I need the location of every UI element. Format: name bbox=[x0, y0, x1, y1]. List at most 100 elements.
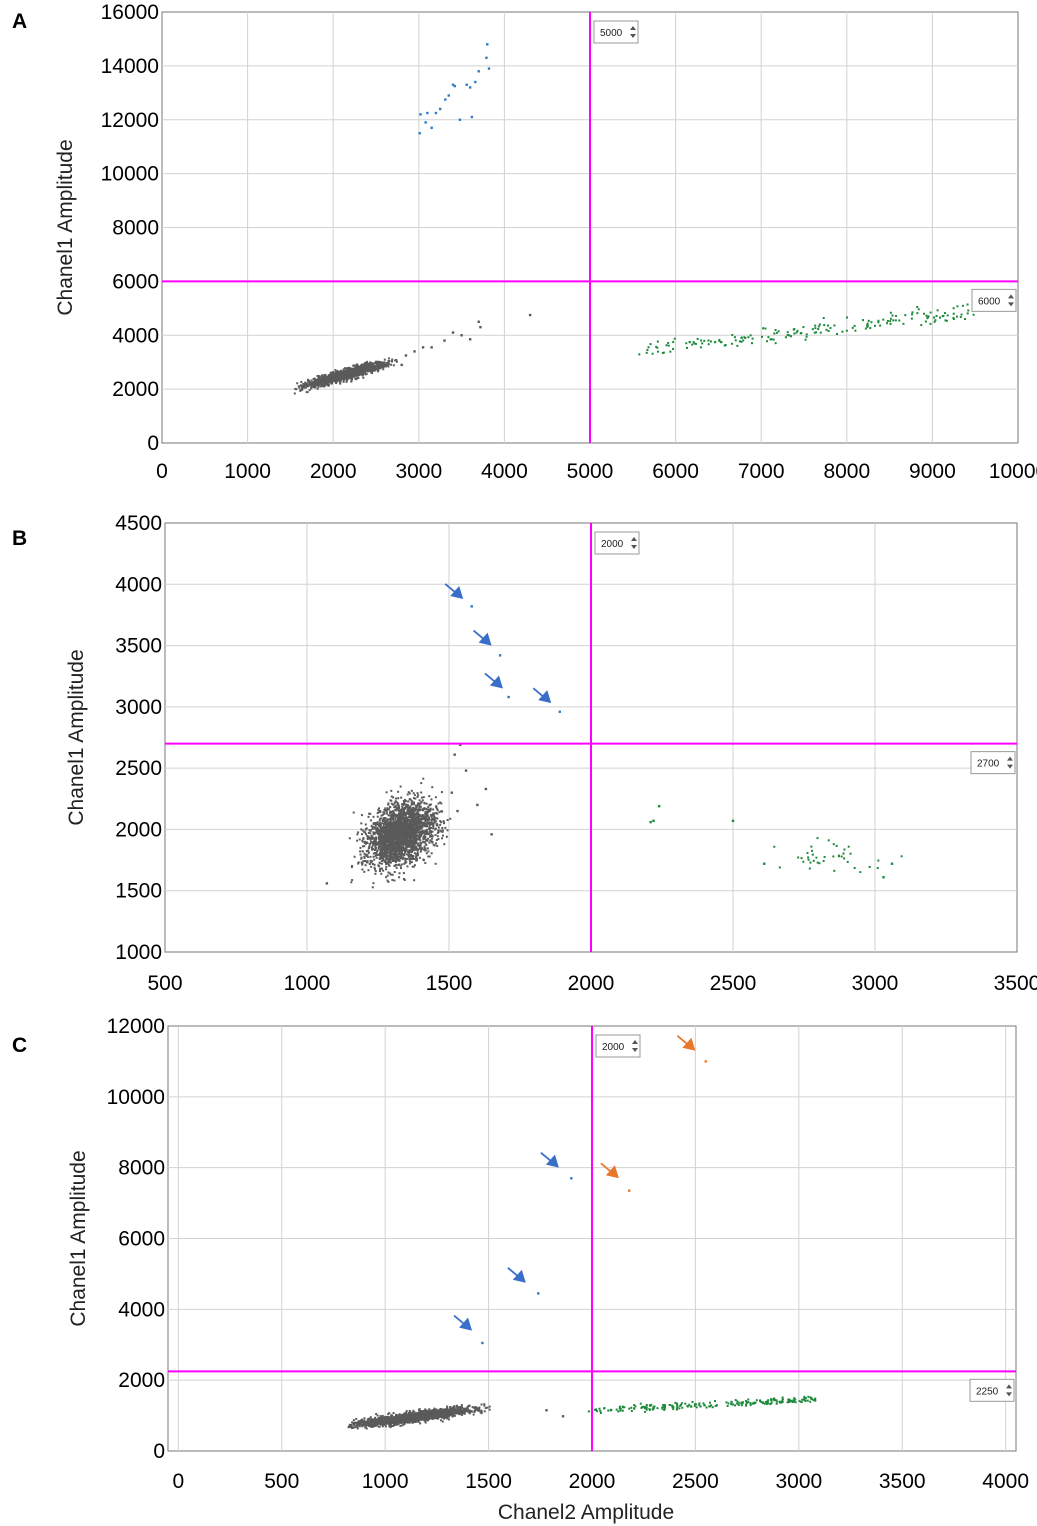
panel-a-droplet bbox=[395, 360, 398, 363]
panel-b-y-tick-label: 3500 bbox=[115, 635, 162, 658]
panel-b-droplet bbox=[360, 856, 363, 859]
panel-a-droplet bbox=[308, 380, 311, 383]
panel-a-droplet bbox=[350, 367, 353, 370]
panel-b-droplet bbox=[378, 834, 381, 837]
panel-b-letter: B bbox=[12, 527, 27, 550]
panel-a-droplet bbox=[740, 336, 743, 339]
panel-b-droplet bbox=[414, 809, 417, 812]
panel-a-droplet bbox=[430, 126, 433, 130]
panel-a-droplet bbox=[355, 366, 358, 369]
panel-b-droplet bbox=[456, 809, 459, 813]
panel-b-droplet bbox=[421, 815, 424, 818]
panel-a-droplet bbox=[310, 387, 313, 390]
panel-b-droplet bbox=[430, 821, 433, 824]
panel-c: C 0 500 1000 1500 2000 2500 3000 3500 4000 0 2000 40… bbox=[0, 1015, 1037, 1526]
panel-b-droplet bbox=[386, 857, 389, 860]
panel-a-droplet bbox=[346, 377, 349, 380]
panel-b-droplet bbox=[363, 856, 366, 859]
panel-b-droplet bbox=[388, 830, 391, 833]
panel-b-droplet bbox=[415, 855, 418, 858]
panel-b-droplet bbox=[412, 816, 415, 819]
panel-b-droplet bbox=[419, 841, 422, 844]
panel-b-droplet bbox=[412, 835, 415, 838]
panel-b-droplet bbox=[429, 831, 432, 834]
panel-b-droplet bbox=[375, 829, 378, 832]
panel-b-droplet bbox=[394, 859, 397, 862]
panel-a-x-threshold-spinbox-down-icon bbox=[630, 34, 636, 38]
panel-b-droplet bbox=[412, 856, 415, 859]
panel-b-droplet bbox=[408, 798, 411, 801]
panel-b-y-threshold-spinbox-value: 2700 bbox=[977, 759, 1000, 770]
panel-a-droplet bbox=[356, 370, 359, 373]
panel-b-droplet bbox=[385, 819, 388, 822]
panel-b-droplet bbox=[378, 819, 381, 822]
panel-b-droplet bbox=[366, 853, 369, 856]
panel-b-droplet bbox=[372, 852, 375, 855]
panel-a-droplet bbox=[349, 372, 352, 375]
panel-a-droplet bbox=[805, 335, 808, 338]
panel-a-droplet bbox=[822, 316, 825, 319]
panel-a-droplet bbox=[774, 329, 777, 332]
panel-a-droplet bbox=[322, 376, 325, 379]
panel-b-droplet bbox=[373, 851, 376, 854]
panel-b-droplet bbox=[374, 870, 377, 873]
panel-a-droplet bbox=[892, 319, 895, 322]
panel-b-droplet bbox=[422, 840, 425, 843]
panel-b-droplet bbox=[413, 834, 416, 837]
panel-a-droplet bbox=[300, 387, 303, 390]
panel-a-droplet bbox=[354, 370, 357, 373]
panel-b-droplet bbox=[388, 872, 391, 875]
panel-a-droplet bbox=[767, 336, 770, 339]
panel-a-y-tick-label: 4000 bbox=[112, 324, 159, 347]
panel-a-droplet bbox=[302, 386, 305, 389]
panel-a-droplet bbox=[447, 94, 450, 97]
panel-b-droplet bbox=[371, 836, 374, 839]
panel-b-droplet bbox=[470, 605, 473, 608]
panel-b-droplet bbox=[434, 834, 437, 837]
panel-a-droplet bbox=[301, 388, 304, 391]
panel-b-droplet bbox=[408, 856, 411, 859]
panel-b-y-axis-label: Chanel1 Amplitude bbox=[65, 649, 88, 825]
panel-b-droplet bbox=[364, 853, 367, 856]
panel-b-droplet bbox=[357, 862, 360, 865]
panel-b-droplet bbox=[390, 789, 393, 792]
panel-c-droplet bbox=[424, 1420, 427, 1423]
panel-b-droplet bbox=[373, 866, 376, 869]
panel-b-droplet bbox=[370, 834, 373, 837]
panel-a-droplet bbox=[920, 324, 923, 327]
panel-b-droplet bbox=[406, 827, 409, 830]
panel-a-droplet bbox=[873, 324, 876, 327]
panel-b-droplet bbox=[797, 856, 800, 859]
panel-a-droplet bbox=[302, 384, 305, 387]
panel-a-droplet bbox=[378, 367, 381, 370]
panel-b-droplet bbox=[827, 839, 830, 842]
panel-b-droplet bbox=[421, 826, 424, 829]
panel-b-droplet bbox=[391, 847, 394, 850]
panel-a-droplet bbox=[786, 331, 789, 334]
panel-a-cluster-negative_cluster bbox=[293, 357, 398, 395]
panel-a-droplet bbox=[357, 377, 360, 380]
panel-b-droplet bbox=[386, 824, 389, 827]
panel-b-droplet bbox=[815, 856, 818, 859]
panel-b-x-tick-label: 1500 bbox=[426, 972, 473, 995]
panel-a-droplet bbox=[322, 379, 325, 382]
panel-b-droplet bbox=[418, 828, 421, 831]
panel-b-droplet bbox=[353, 855, 356, 858]
panel-b-droplet bbox=[369, 855, 372, 858]
panel-b-droplet bbox=[382, 820, 385, 823]
panel-b-droplet bbox=[383, 845, 386, 848]
panel-b-droplet bbox=[437, 826, 440, 829]
panel-b-droplet bbox=[364, 831, 367, 834]
panel-a-droplet bbox=[371, 367, 374, 370]
panel-c-droplet bbox=[480, 1403, 483, 1406]
panel-a-droplet bbox=[345, 367, 348, 370]
panel-b-droplet bbox=[435, 811, 438, 814]
panel-a-droplet bbox=[430, 346, 433, 349]
panel-b-droplet bbox=[406, 841, 409, 844]
panel-a-droplet bbox=[935, 314, 938, 317]
panel-b-x-tick-label: 3500 bbox=[994, 972, 1037, 995]
panel-a-droplet bbox=[766, 340, 769, 343]
panel-b-blue-arrow-icon bbox=[473, 629, 492, 646]
panel-a-droplet bbox=[347, 376, 350, 379]
panel-a-droplet bbox=[316, 387, 319, 390]
